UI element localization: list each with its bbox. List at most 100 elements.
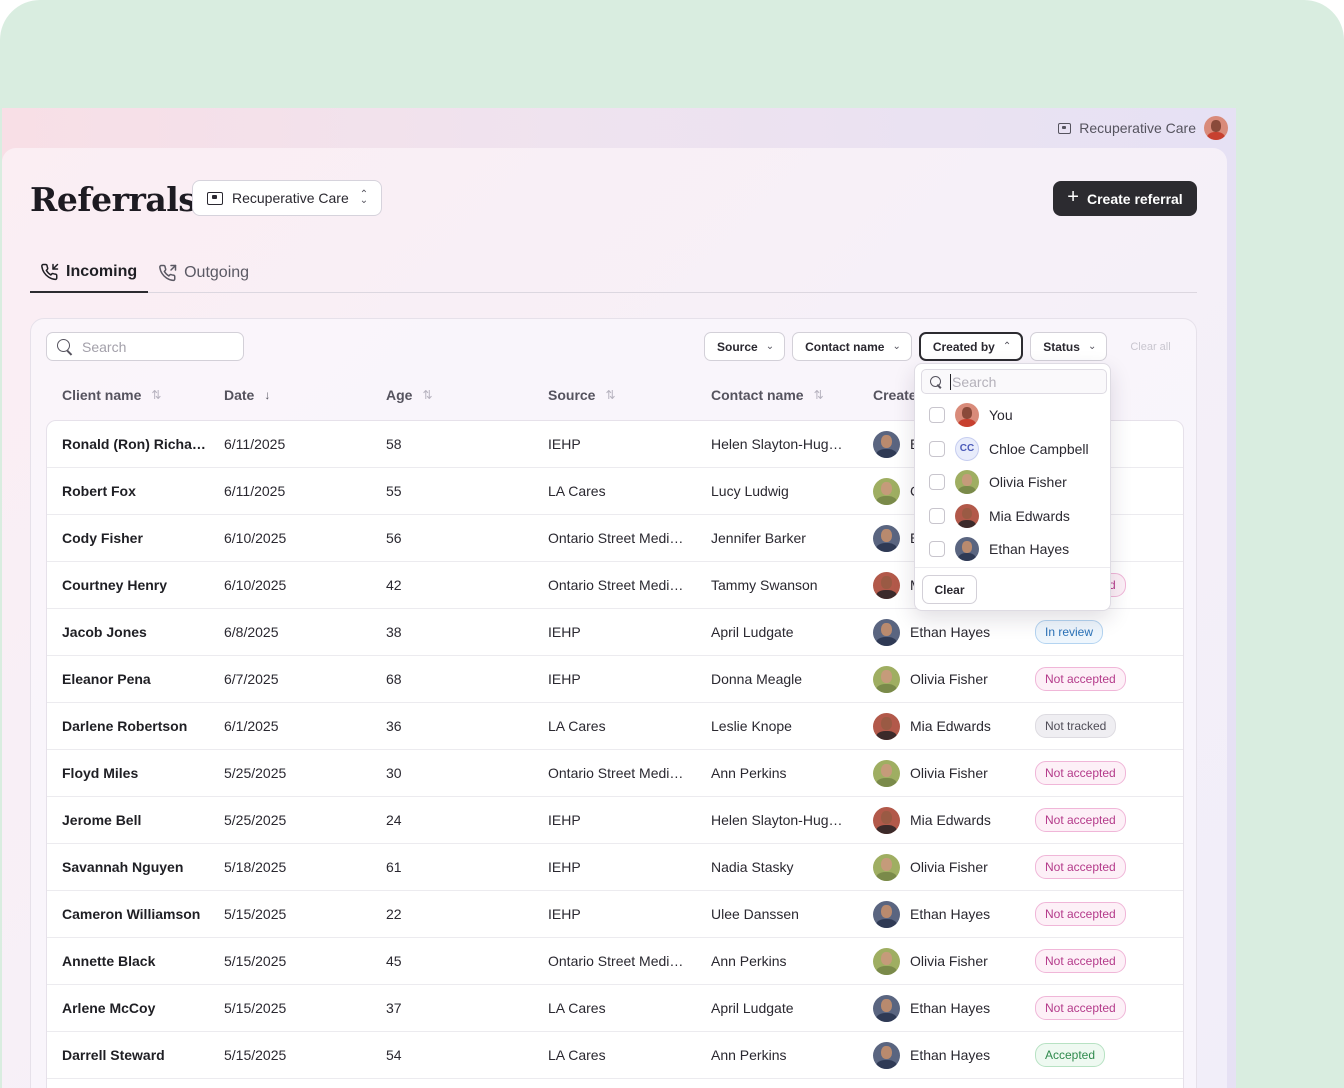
date-cell: 6/10/2025 [224,577,287,593]
client-name-cell: Jacob Jones [62,624,147,640]
filter-source-label: Source [717,339,758,354]
source-cell: Ontario Street Medi… [548,577,684,593]
column-header-client-name[interactable]: Client name ⇅ [62,387,161,403]
option-label: Ethan Hayes [989,541,1070,557]
checkbox[interactable] [929,474,945,490]
checkbox[interactable] [929,440,945,457]
age-cell: 61 [386,859,402,875]
option-label: You [989,407,1013,423]
table-row[interactable]: Eleanor Pena 6/7/2025 68 IEHP Donna Meagle Ol… [47,656,1183,703]
phone-outgoing-icon [159,264,177,281]
age-cell: 45 [386,953,402,969]
age-cell: 56 [386,530,402,546]
avatar [873,571,900,599]
sort-icon: ⇅ [151,388,162,402]
age-cell: 36 [386,718,402,734]
status-cell: Not accepted [1035,656,1126,702]
chevron-up-down-icon: ⌃ ⌄ [359,189,369,206]
user-avatar[interactable] [1204,116,1228,140]
checkbox[interactable] [929,407,945,423]
contact-name-cell: Helen Slayton-Hug… [711,436,843,452]
search-input[interactable] [82,338,222,355]
create-referral-button[interactable]: + Create referral [1053,181,1197,216]
create-referral-label: Create referral [1086,190,1183,207]
dropdown-search-input[interactable] [950,373,1100,390]
tab-incoming[interactable]: Incoming [30,252,149,293]
column-header-source[interactable]: Source ⇅ [548,387,616,403]
avatar [955,537,979,561]
filter-bar: Source ⌄ Contact name ⌄ Created by ⌃ Sta… [704,332,1171,361]
checkbox[interactable] [929,541,945,557]
contact-name-cell: Ann Perkins [711,953,787,969]
status-cell: Accepted [1035,1032,1106,1078]
main-panel: Referrals Recuperative Care ⌃ ⌄ + Create … [2,148,1227,1088]
filter-created-by[interactable]: Created by ⌃ [918,332,1024,361]
chevron-down-icon: ⌄ [1087,341,1097,352]
table-row[interactable]: Darrell Steward 5/15/2025 54 LA Cares Ann Pe… [47,1032,1183,1079]
filter-source[interactable]: Source ⌄ [704,332,786,361]
table-row[interactable]: Floyd Miles 5/25/2025 30 Ontario Street Med… [47,750,1183,797]
contact-name-cell: Ann Perkins [711,765,787,781]
creator-name: Olivia Fisher [910,859,988,875]
column-label: Client name [62,387,142,403]
table-row[interactable]: Annette Black 5/15/2025 45 Ontario Street M… [47,938,1183,985]
program-select[interactable]: Recuperative Care ⌃ ⌄ [192,180,382,216]
table-row[interactable]: Arlene McCoy 5/15/2025 37 LA Cares April Lud… [47,985,1183,1032]
program-select-value: Recuperative Care [232,190,349,206]
created-by-cell: Mia Edwards [873,703,991,749]
avatar [873,994,900,1022]
status-cell: Not accepted [1035,938,1126,984]
status-cell: Not accepted [1035,750,1126,796]
creator-name: Ethan Hayes [910,1000,991,1016]
table-row[interactable]: Cody Fisher 6/10/2025 56 Ontario Street Med… [47,515,1183,562]
client-name-cell: Ronald (Ron) Richa… [62,436,206,452]
date-cell: 6/11/2025 [224,436,286,452]
chevron-down-icon: ⌄ [765,341,775,352]
date-cell: 5/15/2025 [224,953,287,969]
filter-status[interactable]: Status ⌄ [1030,332,1108,361]
date-cell: 5/18/2025 [224,859,287,875]
dropdown-search-box[interactable] [921,369,1107,394]
created-by-cell: Ethan Hayes [873,1032,990,1078]
date-cell: 6/10/2025 [224,530,287,546]
client-name-cell: Jerome Bell [62,812,142,828]
creator-name: Mia Edwards [910,718,991,734]
clear-all-button[interactable]: Clear all [1130,340,1171,353]
created-by-option[interactable]: CC Chloe Campbell [929,435,1089,463]
table-row[interactable]: Jerome Bell 5/25/2025 24 IEHP Helen Slayton-… [47,797,1183,844]
table-row[interactable]: Cameron Williamson 5/15/2025 22 IEHP Ulee Da… [47,891,1183,938]
contact-name-cell: Ulee Danssen [711,906,799,922]
filter-contact-name[interactable]: Contact name ⌄ [792,332,912,361]
column-header-date[interactable]: Date ↓ [224,387,270,403]
date-cell: 5/25/2025 [224,765,287,781]
created-by-option[interactable]: Olivia Fisher [929,468,1067,496]
creator-name: Mia Edwards [910,812,991,828]
table-row[interactable]: Savannah Nguyen 5/18/2025 61 IEHP Nadia Stas… [47,844,1183,891]
tab-outgoing[interactable]: Outgoing [148,252,260,293]
column-header-contact-name[interactable]: Contact name ⇅ [711,387,824,403]
filter-contact-name-label: Contact name [805,339,885,354]
tab-incoming-label: Incoming [66,262,138,280]
created-by-option[interactable]: Mia Edwards [929,502,1070,530]
created-by-option[interactable]: You [929,401,1013,429]
table-row[interactable]: Jacob Jones 6/8/2025 38 IEHP April Ludgate Et… [47,609,1183,656]
dropdown-clear-button[interactable]: Clear [922,575,977,604]
created-by-option[interactable]: Ethan Hayes [929,535,1069,563]
column-header-created-by[interactable]: Create [873,387,917,403]
search-box[interactable] [46,332,244,361]
arrow-down-icon: ↓ [264,388,271,402]
filter-created-by-label: Created by [932,339,995,354]
table-row[interactable]: Robert Fox 6/11/2025 55 LA Cares Lucy Ludwig… [47,468,1183,515]
workspace-switcher[interactable]: Recuperative Care [1058,114,1228,142]
created-by-cell: Olivia Fisher [873,938,988,984]
column-label: Age [386,387,413,403]
contact-name-cell: Ann Perkins [711,1047,787,1063]
status-badge: Not accepted [1035,667,1126,691]
contact-name-cell: Leslie Knope [711,718,792,734]
created-by-cell: Ethan Hayes [873,609,990,655]
table-row[interactable]: Darlene Robertson 6/1/2025 36 LA Cares Lesli… [47,703,1183,750]
column-header-age[interactable]: Age ⇅ [386,387,433,403]
source-cell: IEHP [548,859,581,875]
checkbox[interactable] [929,507,945,524]
avatar [873,1041,900,1069]
